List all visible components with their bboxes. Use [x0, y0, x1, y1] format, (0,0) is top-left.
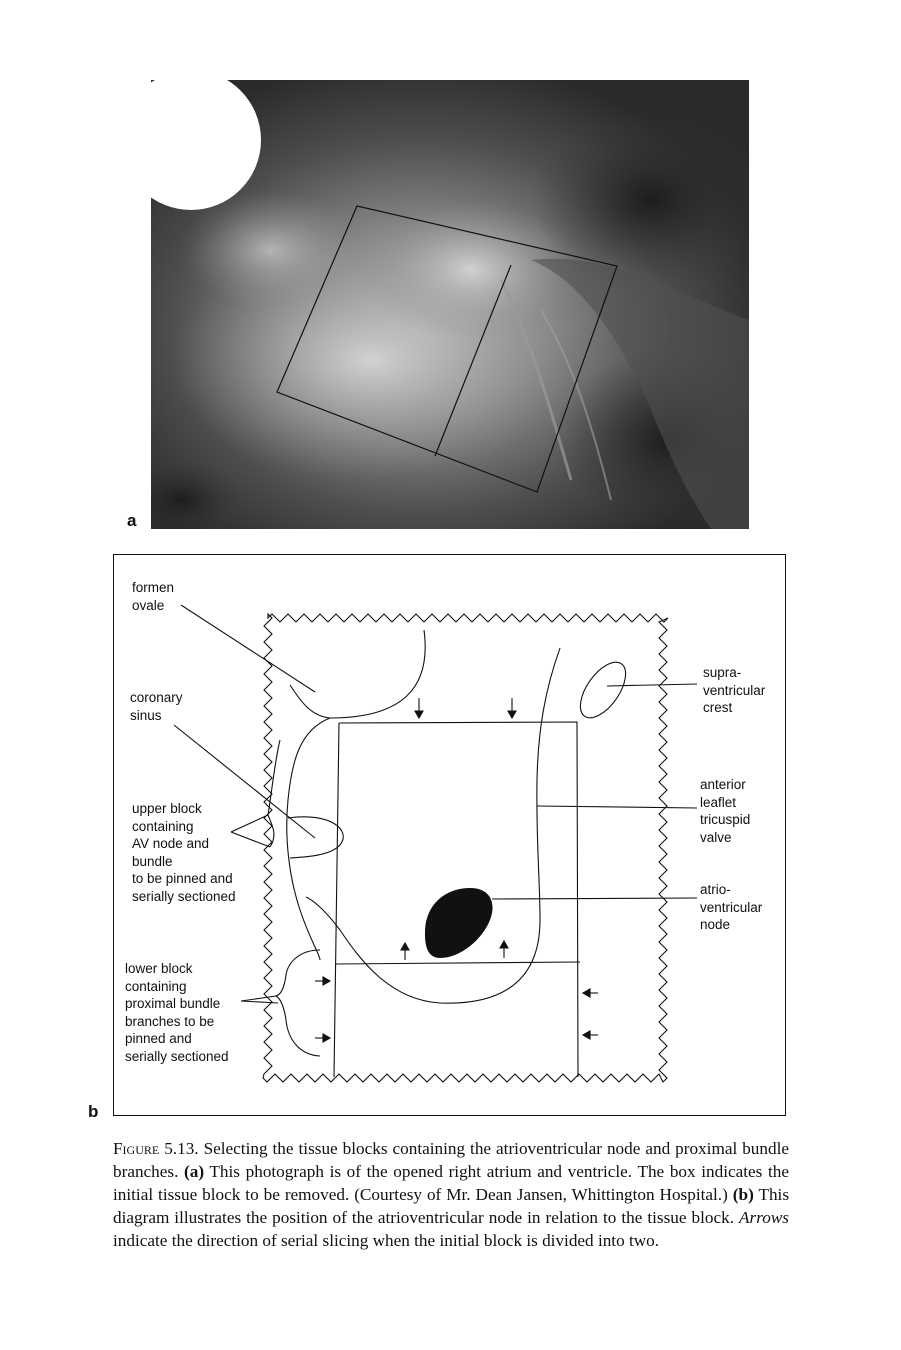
caption-arrows-word: Arrows [739, 1208, 789, 1227]
caption-b-marker: (b) [732, 1185, 754, 1204]
caption-text-1: Selecting the tissue blocks containing t… [113, 1139, 789, 1181]
label-coronary-sinus: coronary sinus [130, 690, 183, 723]
av-node-shape [424, 888, 493, 958]
tissue-outline-zigzag [262, 612, 669, 1083]
figure-caption: Figure 5.13. Selecting the tissue blocks… [113, 1137, 789, 1252]
panel-a-letter: a [127, 511, 137, 530]
panel-b-letter: b [88, 1102, 99, 1121]
label-foramen-ovale: formen ovale [132, 580, 175, 613]
caption-text-3: This diagram illustrates the position of… [113, 1185, 790, 1227]
block-divider [335, 961, 581, 965]
caption-figure-label: Figure 5.13. [113, 1139, 199, 1158]
heart-photograph [151, 80, 749, 529]
diagram-frame [113, 554, 786, 1116]
caption-text-2: This photograph is of the opened right a… [113, 1162, 789, 1204]
label-av-node: atrio- ventricular node [700, 882, 763, 932]
caption-a-marker: (a) [184, 1162, 205, 1181]
label-anterior-leaflet: anterior leaflet tricuspid valve [700, 777, 751, 845]
label-supraventricular-crest: supra- ventricular crest [703, 665, 766, 715]
caption-text-4: indicate the direction of serial slicing… [113, 1231, 660, 1250]
label-lower-block: lower block containing proximal bundle b… [125, 961, 229, 1064]
tissue-block-outline [338, 721, 579, 1078]
label-upper-block: upper block containing AV node and bundl… [132, 801, 236, 904]
